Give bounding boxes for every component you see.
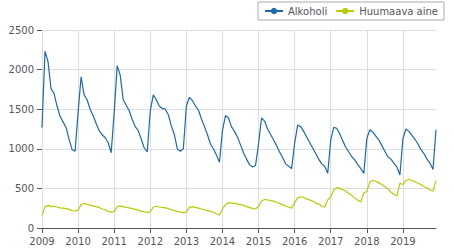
svg-text:2019: 2019 (390, 236, 415, 247)
svg-text:2009: 2009 (29, 236, 54, 247)
svg-text:2014: 2014 (210, 236, 235, 247)
svg-text:1500: 1500 (9, 104, 34, 115)
svg-text:2011: 2011 (101, 236, 126, 247)
svg-text:2018: 2018 (354, 236, 379, 247)
svg-text:2012: 2012 (138, 236, 163, 247)
svg-text:2500: 2500 (9, 25, 34, 36)
svg-text:Huumaava aine: Huumaava aine (359, 6, 438, 17)
svg-text:2016: 2016 (282, 236, 307, 247)
svg-text:2010: 2010 (65, 236, 90, 247)
svg-text:2015: 2015 (246, 236, 271, 247)
svg-text:0: 0 (28, 223, 34, 234)
svg-text:2000: 2000 (9, 64, 34, 75)
svg-text:1000: 1000 (9, 143, 34, 154)
svg-text:500: 500 (15, 183, 34, 194)
svg-text:2013: 2013 (174, 236, 199, 247)
svg-text:Alkoholi: Alkoholi (288, 6, 327, 17)
svg-text:2017: 2017 (318, 236, 343, 247)
